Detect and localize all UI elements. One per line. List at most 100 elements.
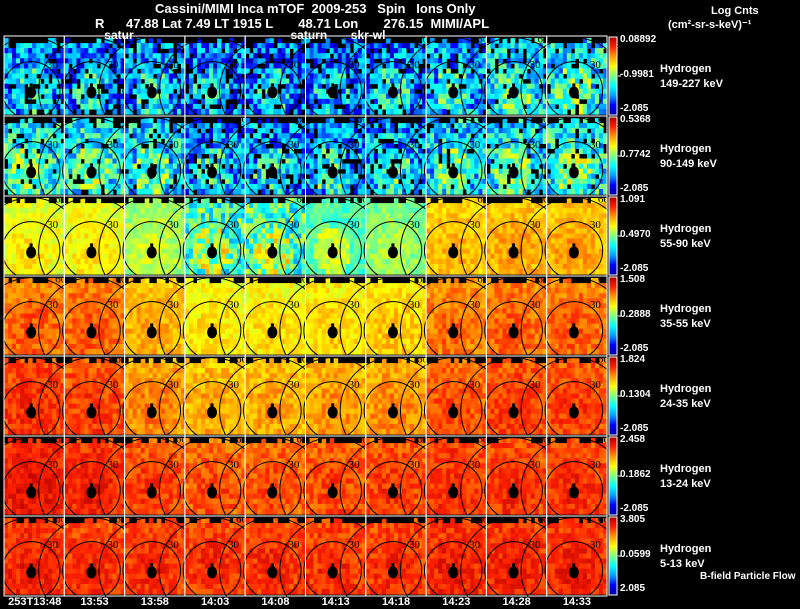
pixel [72, 183, 77, 190]
pixel [590, 133, 596, 139]
pixel [64, 128, 69, 134]
pixel [285, 213, 290, 219]
pixel [317, 73, 323, 80]
pixel [168, 233, 174, 240]
pixel [297, 228, 303, 235]
pixel [233, 108, 238, 115]
pixel [470, 183, 475, 190]
pixel [180, 213, 186, 219]
pixel [289, 258, 294, 265]
pixel [116, 203, 122, 209]
pixel [281, 218, 286, 224]
pixel [341, 173, 347, 180]
pixel [233, 258, 238, 265]
pixel [361, 73, 367, 80]
pixel [603, 188, 608, 195]
pixel [301, 238, 307, 245]
pixel [261, 48, 266, 54]
pixel [385, 123, 391, 129]
pixel [365, 68, 371, 75]
pixel [333, 188, 339, 195]
pixel [96, 73, 102, 80]
pixel [265, 218, 270, 224]
pixel [249, 163, 254, 170]
contour-label-30: 30 [47, 59, 59, 71]
pixel [297, 43, 303, 49]
pixel [422, 128, 427, 134]
pixel [474, 138, 479, 144]
pixel [201, 248, 206, 255]
pixel [546, 93, 552, 100]
pixel [88, 148, 93, 155]
pixel [474, 73, 479, 80]
pixel [52, 158, 57, 165]
pixel [104, 103, 110, 110]
pixel [510, 48, 516, 54]
pixel [301, 158, 307, 165]
pixel [526, 163, 532, 170]
pixel [160, 123, 166, 129]
pixel [510, 183, 516, 190]
pixel [136, 43, 142, 49]
pixel [241, 153, 246, 160]
pixel [333, 133, 339, 139]
pixel [594, 118, 600, 124]
pixel [176, 88, 182, 95]
pixel [474, 173, 479, 180]
pixel [168, 88, 174, 95]
pixel [578, 183, 584, 190]
pixel [599, 138, 604, 144]
pixel [192, 53, 198, 59]
pixel [530, 58, 536, 64]
pixel [357, 138, 363, 144]
pixel [44, 48, 49, 54]
pixel [221, 243, 226, 250]
pixel [562, 103, 568, 110]
pixel [454, 138, 459, 144]
contour-label-30: 30 [47, 139, 59, 151]
pixel [4, 68, 9, 75]
pixel [12, 228, 17, 235]
pixel [293, 188, 298, 195]
pixel [293, 268, 298, 275]
pixel [20, 203, 25, 209]
pixel [156, 148, 162, 155]
pixel [56, 233, 61, 240]
pixel [333, 158, 339, 165]
pixel [361, 118, 367, 124]
pixel [285, 238, 290, 245]
pixel [434, 128, 439, 134]
pixel [205, 133, 210, 139]
pixel [8, 158, 13, 165]
pixel [478, 93, 483, 100]
pixel [176, 213, 182, 219]
pixel [40, 183, 45, 190]
pixel [213, 53, 218, 59]
contour-label-30: 30 [47, 219, 59, 231]
pixel [277, 123, 282, 129]
pixel [92, 128, 97, 134]
pixel [478, 53, 483, 59]
pixel [68, 183, 73, 190]
pixel [329, 78, 335, 85]
pixel [558, 138, 564, 144]
pixel [546, 53, 552, 59]
pixel [48, 133, 53, 139]
pixel [164, 188, 170, 195]
pixel [192, 253, 198, 260]
pixel [398, 153, 403, 160]
pixel [48, 83, 53, 90]
pixel [502, 128, 508, 134]
pixel [176, 183, 182, 190]
pixel [526, 43, 532, 49]
pixel [152, 198, 158, 204]
pixel [168, 83, 174, 90]
pixel [502, 48, 508, 54]
pixel [389, 123, 395, 129]
pixel [116, 173, 122, 180]
pixel [293, 218, 298, 224]
pixel [381, 153, 387, 160]
pixel [381, 73, 387, 80]
pixel [72, 208, 77, 214]
pixel [450, 73, 455, 80]
